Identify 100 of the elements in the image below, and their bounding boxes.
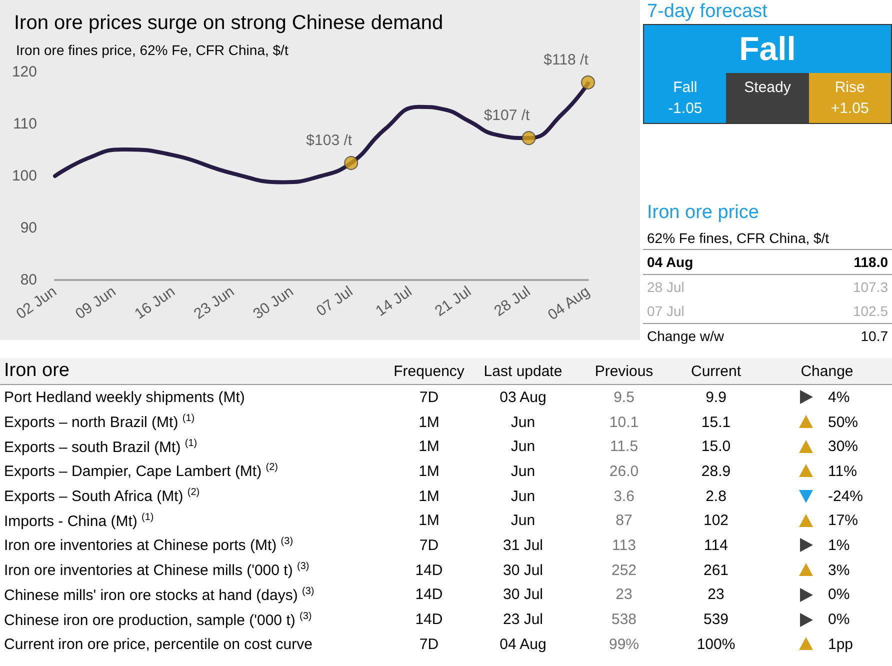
- category-label: Port Hedland weekly shipments (Mt): [4, 388, 245, 406]
- text: 1M: [418, 512, 440, 530]
- text: 30%: [828, 438, 858, 456]
- text: 252: [611, 562, 637, 579]
- category-label: Current: [670, 358, 762, 384]
- text: Fall: [643, 24, 892, 73]
- data-label: $118 /t: [544, 51, 590, 68]
- category-label: Previous: [578, 358, 670, 384]
- text: 99%: [608, 636, 640, 653]
- text: 15.0: [701, 438, 731, 456]
- text: 7D: [419, 536, 439, 554]
- text: 9.9: [706, 388, 726, 406]
- point: [581, 75, 595, 90]
- point: [344, 156, 358, 170]
- text: 0%: [828, 586, 850, 604]
- y-tick-label: 100: [12, 168, 37, 184]
- data-label: $107 /t: [484, 107, 531, 124]
- text: 7D: [419, 388, 439, 406]
- text: 1M: [418, 414, 440, 431]
- category-label: Frequency: [390, 358, 468, 384]
- text: 1M: [418, 438, 440, 456]
- text: 26.0: [609, 462, 639, 480]
- y-tick-label: 90: [20, 220, 37, 236]
- data-label: $103 /t: [306, 132, 353, 149]
- text: 87: [616, 512, 632, 530]
- text: 10.7: [860, 328, 888, 344]
- category-label: Exports – South Africa (Mt) $^{(2)}$: [4, 487, 200, 506]
- text: Iron ore: [0, 358, 390, 384]
- category-label: Imports - China (Mt) $^{(1)}$: [4, 512, 154, 530]
- text: 3%: [828, 562, 850, 579]
- category-label: Rise: [834, 79, 865, 96]
- point: [522, 131, 536, 146]
- text: Jun: [510, 438, 536, 456]
- text: 4%: [828, 388, 850, 406]
- text: -1.05: [668, 100, 702, 117]
- text: 1M: [418, 462, 440, 480]
- category-label: Iron ore inventories at Chinese ports (Mt) $^{(3)}$: [4, 536, 294, 554]
- x-tick-label: 21 Jul: [432, 283, 474, 320]
- category-label: Chinese mills' iron ore stocks at hand (days) $^{(3)}$: [4, 586, 314, 604]
- x-tick-label: 16 Jun: [132, 283, 178, 323]
- text: 2.8: [706, 488, 726, 505]
- text: 114: [704, 536, 728, 554]
- text: 261: [703, 562, 729, 579]
- x-tick-label: 14 Jul: [372, 283, 416, 320]
- text: 0%: [828, 611, 850, 628]
- text: 10.1: [609, 414, 639, 431]
- x-tick-label: 07 Jul: [313, 283, 356, 320]
- category-label: 04 Aug: [647, 253, 694, 272]
- text: 3.6: [614, 488, 634, 505]
- x-tick-label: 04 Aug: [544, 283, 593, 324]
- category-label: Exports – south Brazil (Mt) $^{(1)}$: [4, 438, 198, 456]
- x-tick-label: 28 Jul: [491, 283, 534, 320]
- text: 1%: [828, 536, 850, 554]
- x-tick-label: 30 Jun: [250, 283, 297, 323]
- text: 30 Jul: [502, 586, 544, 604]
- category-label: Change: [762, 358, 892, 384]
- text: 23: [708, 586, 724, 604]
- text: 107.3: [852, 279, 888, 295]
- text: 538: [611, 611, 637, 628]
- text: 50%: [828, 414, 858, 431]
- text: 102: [703, 512, 729, 530]
- category-label: Exports – north Brazil (Mt) $^{(1)}$: [4, 413, 195, 432]
- text: Iron ore price: [646, 201, 760, 225]
- category-label: Steady: [726, 73, 809, 123]
- text: 03 Aug: [500, 388, 546, 406]
- text: 23: [616, 586, 632, 604]
- text: 9.5: [614, 388, 634, 406]
- category-label: Fall: [673, 79, 698, 96]
- text: 539: [703, 611, 729, 628]
- x-tick-label: 09 Jun: [72, 283, 120, 323]
- text: 1M: [418, 488, 440, 505]
- text: 62% Fe fines, CFR China, $/t: [643, 226, 892, 250]
- y-tick-label: 110: [13, 116, 37, 132]
- text: 31 Jul: [502, 536, 544, 554]
- text: 113: [612, 536, 636, 554]
- text: 14D: [415, 586, 443, 604]
- category-label: Last update: [468, 358, 578, 384]
- x-tick-label: 23 Jun: [190, 283, 238, 323]
- chart-title: Iron ore prices surge on strong Chinese demand: [14, 12, 444, 35]
- y-tick-label: 120: [12, 64, 37, 80]
- text: Jun: [510, 488, 536, 505]
- text: +1.05: [830, 100, 869, 117]
- text: Jun: [510, 512, 536, 530]
- text: 7D: [419, 636, 439, 653]
- text: 28.9: [701, 462, 731, 480]
- text: 118.0: [854, 254, 888, 270]
- category-label: Chinese iron ore production, sample ('000 t) $^{(3)}$: [4, 610, 312, 629]
- category-label: Iron ore inventories at Chinese mills ('000 t) $^{(3)}$: [4, 561, 310, 580]
- text: 1pp: [828, 636, 854, 653]
- text: 11.5: [610, 438, 638, 456]
- text: 15.1: [701, 414, 731, 431]
- text: 23 Jul: [502, 611, 544, 628]
- text: 04 Aug: [500, 636, 546, 653]
- text: 14D: [415, 611, 443, 628]
- text: 14D: [415, 562, 443, 579]
- chart-subtitle: Iron ore fines price, 62% Fe, CFR China, $/t: [16, 42, 288, 58]
- text: -24%: [828, 488, 864, 505]
- text: Jun: [510, 462, 536, 480]
- category-label: Current iron ore price, percentile on cost curve: [4, 636, 312, 653]
- category-label: Change w/w: [647, 327, 724, 346]
